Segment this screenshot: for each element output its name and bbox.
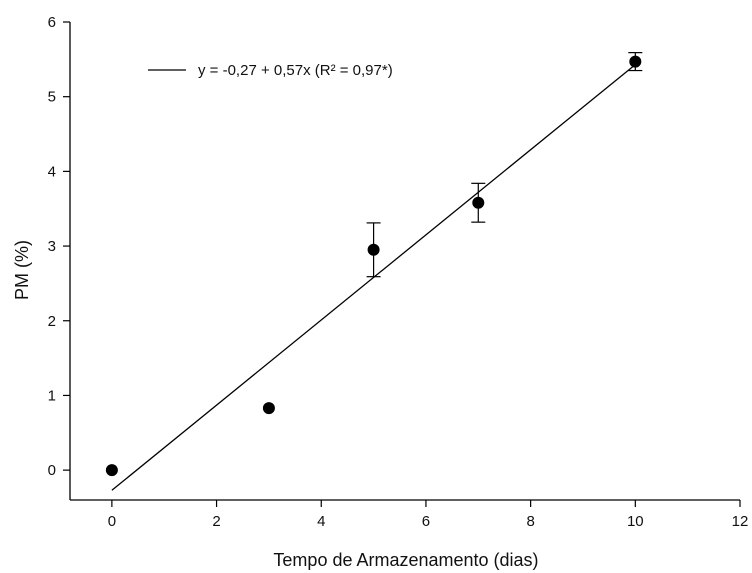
x-tick-label: 0 [108,513,116,530]
data-point [629,55,642,68]
y-tick-label: 3 [48,238,56,255]
x-tick-label: 12 [732,513,749,530]
legend-regression-label: y = -0,27 + 0,57x (R² = 0,97*) [198,62,393,79]
y-tick-label: 0 [48,462,56,479]
x-tick-label: 10 [627,513,644,530]
data-point [105,464,118,477]
data-point [262,402,275,415]
regression-line [111,64,636,491]
axes [69,22,740,501]
x-axis-label: Tempo de Armazenamento (dias) [273,550,538,570]
y-tick-label: 4 [48,163,56,180]
y-tick-label: 6 [48,14,56,31]
data-points [105,55,642,477]
y-tick-label: 2 [48,313,56,330]
regression-line-group [111,64,636,491]
legend: y = -0,27 + 0,57x (R² = 0,97*) [148,62,393,79]
data-point [472,196,485,209]
x-tick-label: 4 [317,513,325,530]
y-axis-label: PM (%) [12,240,32,300]
y-tick-label: 5 [48,89,56,106]
data-point [367,243,380,256]
x-tick-label: 6 [422,513,430,530]
y-tick-label: 1 [48,387,56,404]
x-tick-label: 8 [526,513,534,530]
error-bars [366,52,643,278]
x-tick-label: 2 [212,513,220,530]
